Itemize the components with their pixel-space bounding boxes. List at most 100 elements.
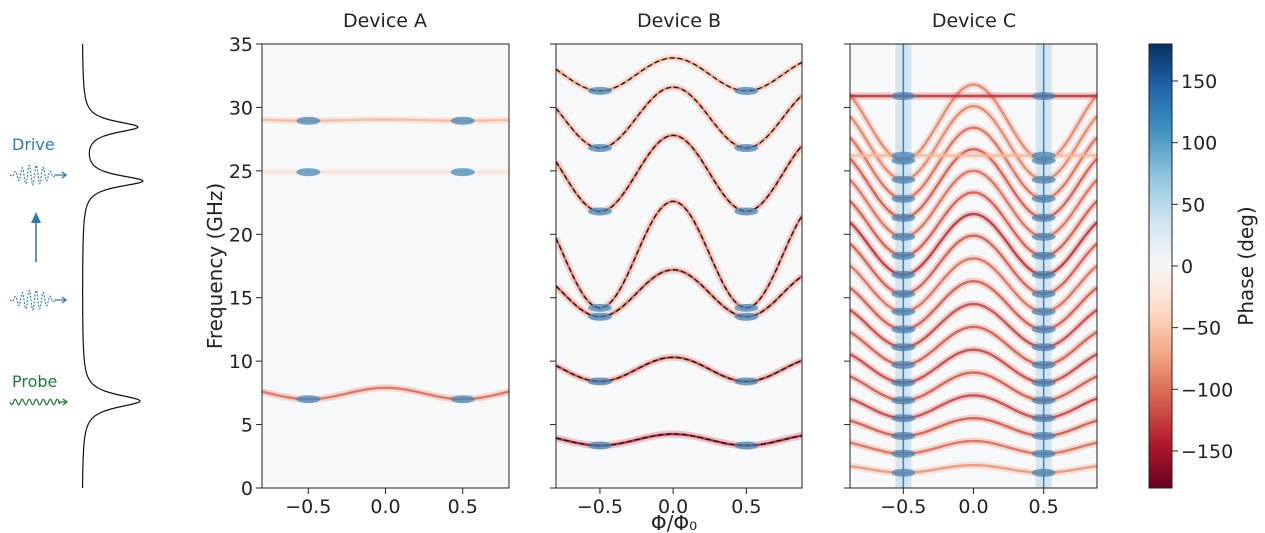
y-tick-label: 20 [229,224,253,246]
resonance-spot-4-1 [1031,396,1056,405]
band-2 [850,416,1097,438]
y-tick-label: 35 [229,34,253,56]
band-16 [850,104,1097,181]
resonance-spot-18-1 [1031,92,1056,101]
y-tick-label: 30 [229,97,253,119]
resonance-spot-5-1 [1031,378,1056,387]
probe-wave-icon [9,398,61,406]
bands-b [556,54,802,450]
drive-arrow-icon [55,171,68,179]
band-9 [850,257,1097,313]
drive-label: Drive [12,135,55,154]
resonance-spot-1-1 [1031,449,1056,458]
resonance-spot-15-0 [891,194,916,203]
resonance-spot-16-0 [891,175,916,184]
resonance-spot-2-1 [450,168,475,177]
probe-label: Probe [12,372,57,391]
x-tick-label: 0.5 [731,496,761,518]
ticks-b: −0.5 0.0 0.5 [550,43,761,518]
band-6 [850,325,1097,367]
resonance-spot-0-1 [734,441,759,450]
colorbar-tick-label: 50 [1181,194,1205,216]
resonance-spot-4-1 [734,207,759,216]
resonance-spot-12-0 [891,251,916,260]
resonance-spot-13-1 [1031,232,1056,241]
upward-arrow-icon [31,212,41,262]
band-1 [850,439,1097,455]
colorbar-tick-label: 150 [1181,71,1217,93]
colorbar-tick-label: 100 [1181,133,1217,155]
x-axis-label: Φ/Φ₀ [651,511,697,533]
resonance-spot-1-0 [891,449,916,458]
colorbar-tick-label: −50 [1181,318,1221,340]
band-14 [850,148,1097,219]
resonance-spot-4-0 [891,396,916,405]
probe-arrow-icon [58,398,69,406]
drive-arrow-icon-lower [55,296,68,304]
band-10 [850,234,1097,296]
resonance-spot-5-1 [734,144,759,153]
colorbar-ticks: 150 100 50 0 −50 −100 −150 [1172,71,1233,463]
resonance-spot-11-0 [891,270,916,279]
drive-wave-icon-lower [9,289,56,311]
band-8 [850,279,1097,331]
resonance-spot-13-0 [891,232,916,241]
resonance-spot-10-1 [1031,289,1056,298]
band-7 [850,302,1097,349]
y-tick-label: 15 [229,288,253,310]
x-tick-label: 0.5 [1029,496,1059,518]
resonance-spot-3-0 [891,414,916,423]
x-tick-label: −0.5 [285,496,331,518]
resonance-spot-16-1 [1031,175,1056,184]
bands-a [262,116,509,404]
resonance-spot-2-1 [1031,431,1056,440]
band-4 [850,371,1097,402]
colorbar-gradient [1148,43,1173,489]
resonance-spot-3-0 [587,303,612,312]
resonance-spot-2-1 [734,312,759,321]
resonance-spot-10-0 [891,289,916,298]
colorbar-tick-label: −150 [1181,441,1233,463]
resonance-spot-3-1 [1031,414,1056,423]
x-tick-label: 0.0 [958,496,988,518]
band-11 [850,212,1097,276]
panel-title-c: Device C [932,10,1016,32]
ticks-c: −0.5 0.0 0.5 [844,43,1059,518]
colorbar-tick-label: −100 [1181,379,1233,401]
y-tick-label: 0 [241,478,253,500]
panel-device-a: Device A −0.5 0.0 0.5 0 5 10 15 20 25 30 35 Freque… [203,10,510,518]
resonance-spot-0-1 [1031,468,1056,477]
resonance-spot-14-0 [891,213,916,222]
ticks-a: −0.5 0.0 0.5 0 5 10 15 20 25 30 35 [229,34,478,518]
y-tick-label: 5 [241,415,253,437]
resonance-spot-6-1 [734,86,759,95]
colorbar: 150 100 50 0 −50 −100 −150 Phase (deg) [1148,43,1258,489]
y-tick-label: 10 [229,351,253,373]
schematic: Drive Probe [9,44,144,488]
resonance-spot-0-0 [587,441,612,450]
resonance-spot-2-0 [587,312,612,321]
resonance-spot-14-1 [1031,213,1056,222]
resonance-spot-0-0 [296,395,321,404]
resonance-spot-15-1 [1031,194,1056,203]
x-tick-label: −0.5 [577,496,623,518]
panel-title-b: Device B [637,10,721,32]
resonance-spot-0-1 [450,395,475,404]
resonance-spot-3-1 [734,303,759,312]
panel-device-b: Device B −0.5 0.0 0.5 Φ/Φ₀ [550,10,803,533]
resonance-spot-1-0 [296,116,321,125]
resonance-spot-9-0 [891,307,916,316]
panel-title-a: Device A [343,10,427,32]
resonance-curve [81,44,144,488]
resonance-spot-1-0 [587,377,612,386]
resonance-spot-11-1 [1031,270,1056,279]
band-0 [850,464,1097,474]
resonance-spot-6-1 [1031,360,1056,369]
y-tick-label: 25 [229,161,253,183]
resonance-spot-4-0 [587,207,612,216]
resonance-spot-18-0 [891,92,916,101]
plot-area-c [850,44,1097,488]
resonance-spot-12-1 [1031,251,1056,260]
band-12 [850,191,1097,257]
